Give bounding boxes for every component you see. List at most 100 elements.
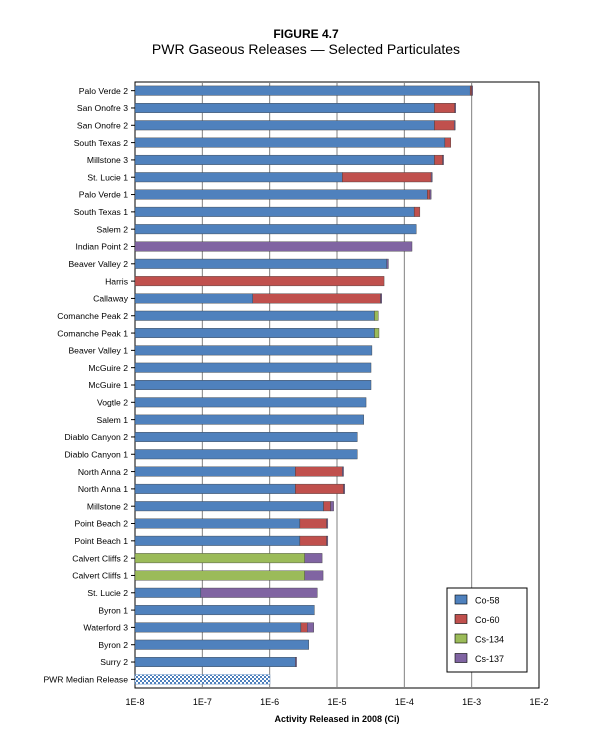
category-label: Comanche Peak 1 xyxy=(57,328,128,338)
bar-segment-co-60 xyxy=(469,85,472,96)
category-label: Comanche Peak 2 xyxy=(57,311,128,321)
bar-segment-co-58 xyxy=(134,639,309,650)
bar-segment-co-58 xyxy=(134,657,296,667)
category-label: McGuire 1 xyxy=(88,380,128,390)
bar-segment-co-58 xyxy=(134,258,388,269)
category-label: Vogtle 2 xyxy=(97,398,128,408)
category-label: PWR Median Release xyxy=(43,675,128,685)
bar-segment-cs-134 xyxy=(374,310,379,321)
bar-segment-co-60 xyxy=(295,483,344,494)
bar-segment-co-58 xyxy=(134,103,435,113)
x-tick-labels: 1E-8 1E-7 1E-6 1E-5 1E-4 1E-3 1E-2 xyxy=(125,697,548,707)
legend-swatch xyxy=(454,633,468,644)
x-axis-title: Activity Released in 2008 (Ci) xyxy=(274,714,399,724)
figure-subtitle: PWR Gaseous Releases — Selected Particul… xyxy=(151,41,461,57)
category-label: North Anna 2 xyxy=(78,467,128,477)
bar-segment-cs-137 xyxy=(430,172,433,183)
category-label: St. Lucie 1 xyxy=(87,172,128,182)
bar-segment-cs-137 xyxy=(454,103,456,113)
figure-title: FIGURE 4.7 xyxy=(273,27,339,41)
bar-segment-co-58 xyxy=(134,466,296,477)
bar-segment-co-60 xyxy=(413,206,421,217)
bar-segment-co-60 xyxy=(342,172,432,183)
category-label: San Onofre 3 xyxy=(77,103,128,113)
x-tick-label: 1E-7 xyxy=(193,697,212,707)
category-label: Salem 2 xyxy=(96,224,128,234)
category-label: St. Lucie 2 xyxy=(87,588,128,598)
bar-segment-co-58 xyxy=(134,189,428,200)
bar-segment-co-58 xyxy=(134,587,202,598)
bar-segment-co-60 xyxy=(295,466,343,477)
bar-segment-co-60 xyxy=(434,154,443,165)
bar-segment-cs-137 xyxy=(326,518,329,529)
bar-segment-cs-137 xyxy=(134,241,413,252)
bar-segment-co-58 xyxy=(134,414,365,425)
bar-segment-cs-137 xyxy=(471,85,473,96)
bar-segment-cs-137 xyxy=(326,535,329,546)
bar-segment-cs-137 xyxy=(343,483,345,494)
category-label: Indian Point 2 xyxy=(75,242,128,252)
bar-segment-cs-137 xyxy=(386,258,389,269)
bar-segment-co-60 xyxy=(299,535,327,546)
bar-segment-co-58 xyxy=(134,535,301,546)
legend-label: Cs-137 xyxy=(475,654,504,664)
bar-segment-co-58 xyxy=(134,293,253,304)
bar-segment-co-60 xyxy=(252,293,381,304)
bar-segment-co-58 xyxy=(134,120,435,131)
bar-segment-co-60 xyxy=(444,137,452,148)
bar-segment-cs-137 xyxy=(330,501,334,512)
x-tick-label: 1E-8 xyxy=(125,697,144,707)
bar-segment-cs-137 xyxy=(307,622,314,633)
legend-swatch xyxy=(454,653,468,663)
bar-segment-co-58 xyxy=(134,154,435,165)
bar-segment-co-58 xyxy=(134,605,315,616)
legend-label: Co-60 xyxy=(475,615,500,625)
category-label: Diablo Canyon 1 xyxy=(64,449,128,459)
bar-segment-cs-134 xyxy=(134,553,305,564)
bar-segment-cs-137 xyxy=(200,587,318,598)
bar-segment-cs-137 xyxy=(304,570,324,581)
category-label: South Texas 1 xyxy=(74,207,129,217)
bar-segment-co-60 xyxy=(434,103,455,113)
category-label: Calvert Cliffs 1 xyxy=(72,571,128,581)
category-label: Beaver Valley 1 xyxy=(68,346,128,356)
bar-segment-cs-137 xyxy=(380,293,382,304)
category-label: North Anna 1 xyxy=(78,484,128,494)
bar-segment-co-58 xyxy=(134,397,367,408)
category-labels: Palo Verde 2 San Onofre 3 San Onofre 2 Sout… xyxy=(43,86,135,685)
legend-swatch xyxy=(454,594,468,605)
category-label: Salem 1 xyxy=(96,415,128,425)
bar-segment-co-58 xyxy=(134,449,358,460)
category-label: San Onofre 2 xyxy=(77,120,128,130)
bar-segment-co-58 xyxy=(134,137,446,148)
bar-segment-co-58 xyxy=(134,224,417,235)
bar-segment-co-60 xyxy=(427,189,431,200)
bar-segment-co-58 xyxy=(134,310,375,321)
x-tick-label: 1E-2 xyxy=(529,697,548,707)
category-label: Diablo Canyon 2 xyxy=(64,432,128,442)
category-label: Callaway xyxy=(93,294,129,304)
bar-segment-co-58 xyxy=(134,431,358,442)
bar-segment-co-58 xyxy=(134,501,324,512)
bar-segment-cs-137 xyxy=(295,657,297,667)
category-label: Point Beach 2 xyxy=(74,519,128,529)
legend-swatch xyxy=(454,614,468,624)
bar-segment-co-58 xyxy=(134,483,296,494)
bar-segment-median xyxy=(134,674,271,685)
bar-segment-co-60 xyxy=(299,518,327,529)
category-label: Palo Verde 2 xyxy=(79,86,128,96)
category-label: Beaver Valley 2 xyxy=(68,259,128,269)
bar-segment-cs-134 xyxy=(134,570,305,581)
category-label: Harris xyxy=(105,276,128,286)
bar-segment-co-58 xyxy=(134,85,471,96)
category-label: Byron 2 xyxy=(98,640,128,650)
bar-segment-cs-137 xyxy=(453,120,456,131)
category-label: South Texas 2 xyxy=(74,138,129,148)
category-label: Waterford 3 xyxy=(83,623,128,633)
bar-segment-cs-137 xyxy=(429,189,432,200)
bar-segment-cs-137 xyxy=(442,154,444,165)
bar-segment-co-58 xyxy=(134,172,343,183)
x-tick-label: 1E-4 xyxy=(395,697,414,707)
bar-segment-co-58 xyxy=(134,328,375,339)
